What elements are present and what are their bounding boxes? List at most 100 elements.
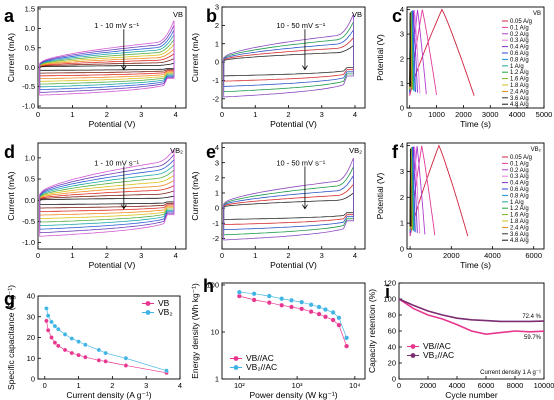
legend-marker bbox=[145, 301, 151, 306]
y-tick-label: -2 bbox=[212, 234, 219, 243]
x-tick-label: 10² bbox=[234, 381, 245, 390]
scan-rate-annotation: 10 - 50 mV s⁻¹ bbox=[276, 158, 325, 167]
y-tick-label: 10 bbox=[211, 328, 219, 337]
legend-entry: 0.3 A/g bbox=[510, 38, 529, 44]
x-tick-label: 10⁴ bbox=[349, 381, 361, 390]
data-point bbox=[330, 310, 336, 315]
legend-entry: 0.1 A/g bbox=[510, 161, 529, 167]
data-point bbox=[316, 311, 322, 317]
x-tick-label: 3 bbox=[139, 110, 143, 119]
legend-entry: 1 A/g bbox=[510, 200, 524, 206]
y-tick-label: 100 bbox=[206, 281, 219, 290]
data-point bbox=[69, 350, 75, 356]
legend-entry: VB₂//AC bbox=[423, 350, 454, 360]
y-tick-label: -1 bbox=[212, 219, 219, 228]
legend-marker bbox=[233, 356, 239, 361]
plot-frame bbox=[221, 142, 366, 250]
panel-label: i bbox=[385, 282, 390, 302]
x-tick-label: 0 bbox=[408, 251, 412, 260]
data-point bbox=[308, 302, 314, 308]
data-point bbox=[96, 358, 102, 363]
data-point bbox=[299, 306, 305, 312]
data-point bbox=[344, 335, 350, 341]
data-point bbox=[69, 336, 75, 341]
legend-entry: 1.6 A/g bbox=[510, 213, 529, 219]
y-axis-label: Specific capacitance (F g⁻¹) bbox=[6, 285, 16, 390]
retention-annotation-vb: 59.7% bbox=[524, 335, 542, 341]
x-tick-label: 4 bbox=[178, 381, 182, 390]
data-point bbox=[49, 335, 54, 340]
y-tick-label: 2 bbox=[215, 173, 219, 182]
data-point bbox=[44, 318, 49, 324]
x-tick-label: 4 bbox=[353, 251, 357, 260]
x-tick-label: 2 bbox=[286, 251, 290, 260]
sample-label: VB₂ bbox=[170, 146, 183, 155]
cv-curve bbox=[223, 21, 354, 93]
legend-entry: 0.8 A/g bbox=[510, 57, 529, 63]
x-tick-label: 4 bbox=[353, 110, 357, 119]
current-density-caption: Current density 1 A g⁻¹ bbox=[480, 370, 541, 376]
x-axis-label: Time (s) bbox=[460, 119, 491, 129]
legend-entry: 2.4 A/g bbox=[510, 225, 529, 231]
y-tick-label: 40 bbox=[388, 343, 396, 352]
x-tick-label: 4000 bbox=[449, 381, 466, 390]
y-tick-label: 40 bbox=[27, 292, 35, 301]
scan-rate-annotation: 10 - 50 mV s⁻¹ bbox=[276, 21, 325, 30]
y-tick-label: 10 bbox=[27, 354, 35, 363]
x-tick-label: 0 bbox=[408, 110, 412, 119]
legend-entry: 1 A/g bbox=[510, 64, 524, 70]
x-tick-label: 1 bbox=[70, 251, 74, 260]
data-point bbox=[49, 319, 54, 325]
legend-entry: 1.2 A/g bbox=[510, 70, 529, 76]
legend-entry: 0.2 A/g bbox=[510, 32, 529, 38]
y-tick-label: 60 bbox=[388, 327, 396, 336]
legend-entry: 1.6 A/g bbox=[510, 77, 529, 83]
y-tick-label: 1.5 bbox=[25, 5, 35, 14]
data-point bbox=[76, 352, 81, 358]
sample-label: VB bbox=[352, 10, 362, 19]
data-point bbox=[236, 289, 242, 295]
x-tick-label: 3 bbox=[139, 251, 143, 260]
data-point bbox=[289, 304, 294, 310]
panel-label: e bbox=[206, 142, 216, 162]
data-point bbox=[344, 343, 350, 349]
legend-entry: 0.05 A/g bbox=[510, 155, 532, 161]
y-tick-label: 100 bbox=[383, 295, 396, 304]
data-point bbox=[299, 299, 305, 305]
x-tick-label: 4 bbox=[174, 251, 178, 260]
gcd-curve bbox=[409, 148, 412, 226]
x-axis-label: Potential (V) bbox=[89, 119, 136, 129]
legend-entry: 1.2 A/g bbox=[510, 206, 529, 212]
x-tick-label: 2000 bbox=[443, 251, 460, 260]
x-tick-label: 1 bbox=[253, 110, 257, 119]
data-point bbox=[123, 355, 129, 361]
x-tick-label: 0 bbox=[36, 110, 40, 119]
legend-marker bbox=[410, 344, 416, 349]
panel-label: d bbox=[4, 142, 15, 162]
y-axis-label: Capacity retention (%) bbox=[367, 289, 377, 373]
gcd-curve bbox=[409, 144, 469, 237]
y-tick-label: -0.5 bbox=[22, 82, 35, 91]
cv-curve bbox=[223, 14, 354, 98]
panel-a: 0 1 2 3 4 -1.0 -0.5 0.0 0.5 1.0 1.5 Potential (V) Cu… bbox=[4, 5, 187, 129]
gcd-curve bbox=[409, 8, 475, 96]
x-axis-label: Current density (A g⁻¹) bbox=[66, 390, 151, 400]
y-tick-label: 1.0 bbox=[25, 153, 35, 162]
data-point bbox=[279, 296, 285, 302]
panel-label: g bbox=[4, 289, 15, 309]
legend-entry: 0.05 A/g bbox=[510, 19, 532, 25]
y-tick-label: 0.0 bbox=[25, 63, 35, 72]
y-tick-label: 120 bbox=[383, 279, 396, 288]
x-tick-label: 1000 bbox=[428, 110, 445, 119]
y-tick-label: -0.5 bbox=[22, 217, 35, 226]
x-tick-label: 3000 bbox=[482, 110, 499, 119]
cv-curve bbox=[223, 166, 354, 236]
y-axis-label: Current (mA) bbox=[190, 33, 200, 82]
data-point bbox=[308, 309, 314, 315]
y-tick-label: 0 bbox=[400, 104, 404, 113]
x-tick-label: 6000 bbox=[525, 251, 542, 260]
cv-curve bbox=[223, 192, 354, 220]
x-tick-label: 5000 bbox=[536, 110, 553, 119]
y-tick-label: 3 bbox=[400, 167, 404, 176]
x-axis-label: Time (s) bbox=[460, 260, 491, 270]
